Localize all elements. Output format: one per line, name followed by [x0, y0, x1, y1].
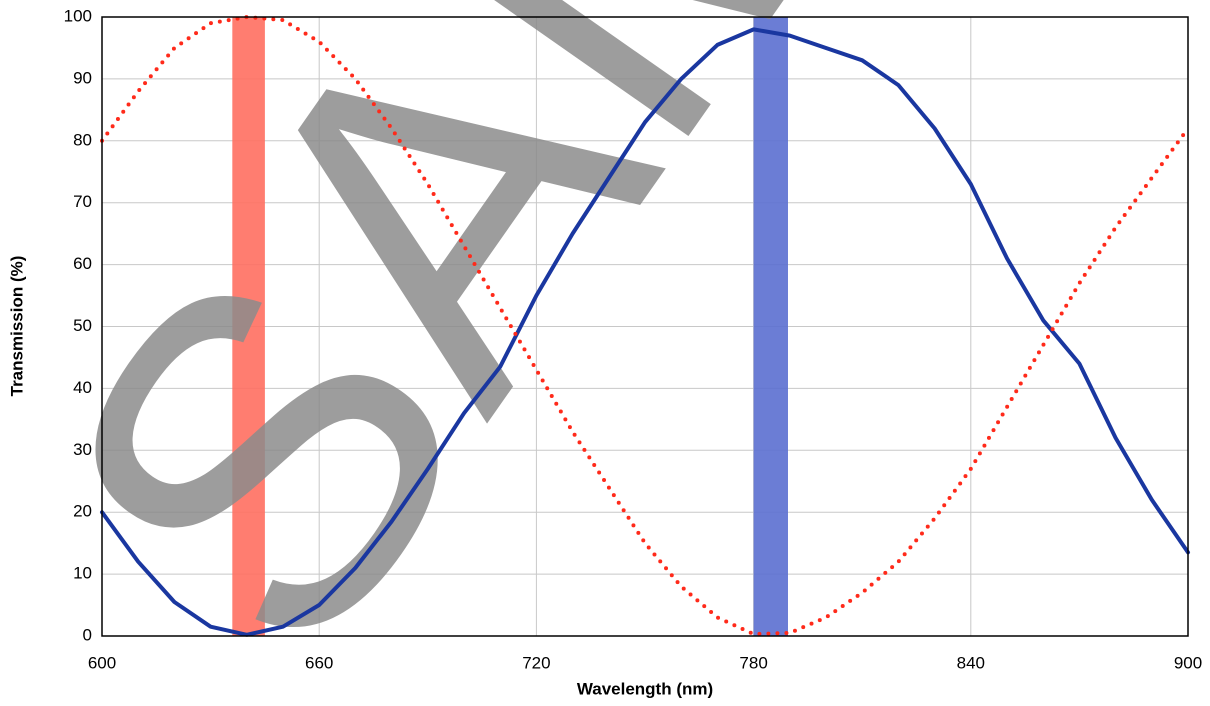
y-axis-title: Transmission (%): [7, 256, 26, 397]
y-tick-label: 60: [73, 254, 92, 273]
x-tick-label: 900: [1174, 653, 1202, 672]
series-line: [100, 27, 1190, 637]
plot-frame: [101, 16, 1189, 637]
x-axis-title: Wavelength (nm): [577, 679, 713, 698]
y-tick-label: 40: [73, 378, 92, 397]
y-tick-label: 100: [64, 6, 92, 25]
x-tick-label: 780: [739, 653, 767, 672]
band: [753, 17, 788, 636]
y-tick-label: 70: [73, 192, 92, 211]
x-tick-label: 720: [522, 653, 550, 672]
x-tick-label: 660: [305, 653, 333, 672]
y-tick-label: 90: [73, 68, 92, 87]
series-line: [100, 15, 1190, 637]
x-tick-label: 840: [957, 653, 985, 672]
y-tick-label: 10: [73, 564, 92, 583]
y-tick-label: 50: [73, 316, 92, 335]
y-tick-label: 20: [73, 502, 92, 521]
y-tick-label: 30: [73, 440, 92, 459]
x-tick-label: 600: [88, 653, 116, 672]
y-tick-label: 80: [73, 130, 92, 149]
band: [232, 17, 265, 636]
y-tick-label: 0: [83, 625, 92, 644]
